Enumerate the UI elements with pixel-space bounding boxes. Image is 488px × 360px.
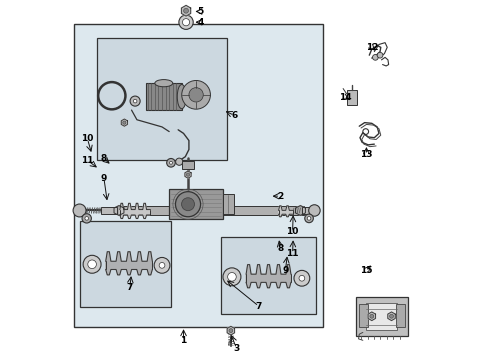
- Circle shape: [85, 217, 88, 220]
- Bar: [101, 207, 117, 214]
- Circle shape: [181, 198, 194, 211]
- Text: 14: 14: [339, 93, 351, 102]
- Circle shape: [223, 268, 241, 286]
- Polygon shape: [120, 203, 150, 219]
- Circle shape: [182, 81, 210, 109]
- Circle shape: [182, 19, 189, 26]
- Bar: [395, 304, 404, 327]
- Bar: [74, 24, 323, 327]
- Circle shape: [175, 192, 200, 217]
- Polygon shape: [181, 5, 190, 16]
- Bar: [145, 83, 182, 110]
- Text: 13: 13: [360, 150, 372, 159]
- Bar: [80, 221, 171, 307]
- Circle shape: [175, 158, 183, 165]
- Text: 5: 5: [197, 7, 203, 16]
- Text: 6: 6: [231, 111, 237, 120]
- Polygon shape: [278, 206, 292, 217]
- Circle shape: [154, 257, 169, 273]
- Bar: [181, 161, 194, 169]
- Circle shape: [293, 270, 309, 286]
- Polygon shape: [105, 252, 152, 275]
- Polygon shape: [367, 312, 375, 320]
- Circle shape: [83, 255, 101, 273]
- Circle shape: [159, 262, 164, 268]
- Circle shape: [372, 54, 378, 60]
- Text: 7: 7: [126, 283, 133, 292]
- Circle shape: [306, 217, 310, 220]
- Text: 9: 9: [101, 174, 107, 183]
- Circle shape: [122, 121, 126, 124]
- Bar: [301, 207, 312, 214]
- Text: 3: 3: [233, 344, 239, 353]
- Ellipse shape: [155, 80, 172, 87]
- Circle shape: [298, 275, 304, 281]
- Circle shape: [308, 205, 320, 216]
- Bar: [223, 194, 233, 214]
- Circle shape: [88, 260, 96, 269]
- Bar: [97, 39, 226, 160]
- Bar: [346, 90, 357, 105]
- Circle shape: [227, 273, 236, 281]
- Text: 2: 2: [277, 192, 283, 201]
- Text: 10: 10: [286, 228, 298, 237]
- Circle shape: [369, 314, 373, 318]
- Bar: [366, 303, 396, 329]
- Ellipse shape: [177, 85, 186, 109]
- Text: 7: 7: [255, 302, 262, 311]
- Polygon shape: [227, 326, 234, 335]
- Polygon shape: [387, 312, 394, 320]
- Text: 8: 8: [277, 244, 283, 253]
- Circle shape: [179, 15, 193, 30]
- Text: 11: 11: [285, 249, 298, 258]
- Circle shape: [169, 161, 172, 164]
- Circle shape: [82, 214, 91, 223]
- Polygon shape: [184, 171, 191, 178]
- Circle shape: [186, 173, 189, 176]
- Text: 9: 9: [282, 266, 288, 275]
- Circle shape: [133, 99, 137, 103]
- Circle shape: [228, 329, 232, 333]
- Text: 15: 15: [360, 266, 372, 275]
- Text: 12: 12: [365, 43, 377, 52]
- Circle shape: [304, 214, 313, 223]
- Circle shape: [188, 87, 203, 102]
- Bar: [221, 237, 316, 315]
- Polygon shape: [121, 119, 127, 126]
- Bar: [355, 297, 407, 336]
- Bar: [169, 189, 223, 220]
- Bar: [358, 304, 367, 327]
- Polygon shape: [245, 265, 290, 288]
- Text: 10: 10: [81, 134, 93, 143]
- Text: 8: 8: [101, 154, 107, 163]
- Circle shape: [130, 96, 140, 106]
- Bar: [121, 206, 303, 215]
- Polygon shape: [114, 206, 123, 215]
- Polygon shape: [295, 206, 305, 215]
- Circle shape: [73, 204, 86, 217]
- Text: 1: 1: [180, 336, 186, 345]
- Text: 11: 11: [81, 156, 94, 165]
- Circle shape: [166, 158, 175, 167]
- Circle shape: [389, 314, 393, 318]
- Circle shape: [376, 52, 382, 58]
- Circle shape: [183, 8, 188, 13]
- Text: 4: 4: [197, 18, 203, 27]
